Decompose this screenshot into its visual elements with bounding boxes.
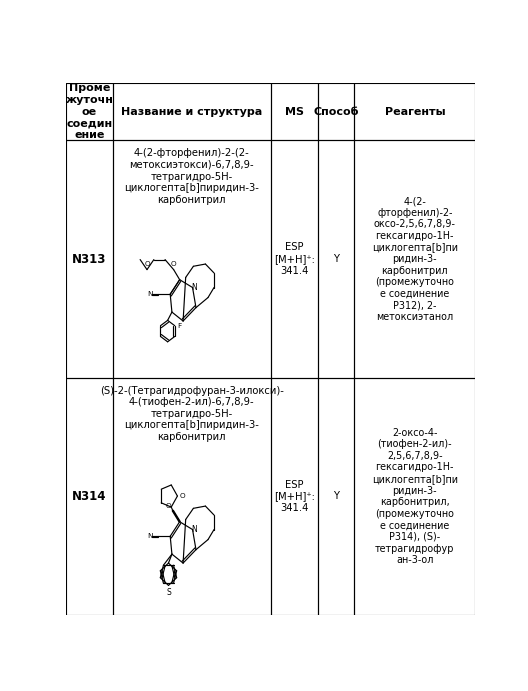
Text: (S)-2-(Тетрагидрофуран-3-илокси)-
4-(тиофен-2-ил)-6,7,8,9-
тетрагидро-5Н-
циклог: (S)-2-(Тетрагидрофуран-3-илокси)- 4-(тио… xyxy=(100,386,284,442)
Text: 4-(2-
фторфенил)-2-
оксо-2,5,6,7,8,9-
гексагидро-1Н-
циклогепта[b]пи
ридин-3-
ка: 4-(2- фторфенил)-2- оксо-2,5,6,7,8,9- ге… xyxy=(372,196,458,322)
Text: N: N xyxy=(191,283,197,292)
Text: 2-оксо-4-
(тиофен-2-ил)-
2,5,6,7,8,9-
гексагидро-1Н-
циклогепта[b]пи
ридин-3-
ка: 2-оксо-4- (тиофен-2-ил)- 2,5,6,7,8,9- ге… xyxy=(372,428,458,565)
Text: O: O xyxy=(179,493,185,499)
Text: N314: N314 xyxy=(72,490,107,503)
Text: O: O xyxy=(166,504,172,509)
Text: Y: Y xyxy=(333,491,339,502)
Text: O: O xyxy=(144,261,150,267)
Text: N: N xyxy=(147,533,153,539)
Text: MS: MS xyxy=(285,106,304,117)
Text: N: N xyxy=(191,524,197,533)
Text: Проме
жуточн
ое
соедин
ение: Проме жуточн ое соедин ение xyxy=(65,84,114,140)
Text: N313: N313 xyxy=(72,252,107,265)
Text: Реагенты: Реагенты xyxy=(384,106,445,117)
Text: S: S xyxy=(166,588,171,597)
Text: F: F xyxy=(177,323,182,329)
Text: 4-(2-фторфенил)-2-(2-
метоксиэтокси)-6,7,8,9-
тетрагидро-5Н-
циклогепта[b]пириди: 4-(2-фторфенил)-2-(2- метоксиэтокси)-6,7… xyxy=(125,149,259,205)
Text: Y: Y xyxy=(333,254,339,264)
Text: ESP
[M+H]⁺:
341.4: ESP [M+H]⁺: 341.4 xyxy=(274,243,315,276)
Text: ESP
[M+H]⁺:
341.4: ESP [M+H]⁺: 341.4 xyxy=(274,480,315,513)
Polygon shape xyxy=(173,510,180,522)
Text: Способ: Способ xyxy=(313,106,359,117)
Text: O: O xyxy=(171,261,176,267)
Text: N: N xyxy=(147,291,153,297)
Text: Название и структура: Название и структура xyxy=(121,106,262,117)
